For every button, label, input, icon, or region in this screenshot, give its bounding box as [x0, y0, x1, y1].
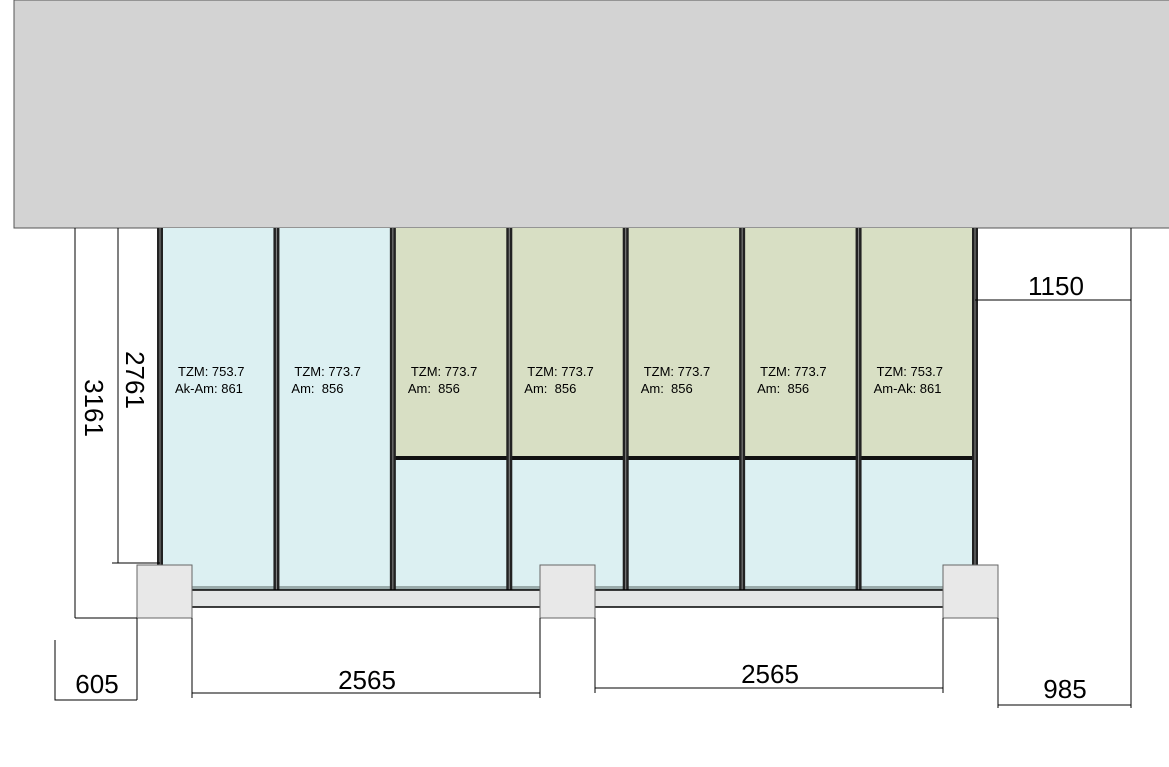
- panel-label: TZM: 773.7: [644, 364, 710, 379]
- panel-upper: [858, 228, 975, 458]
- panel-lower: [392, 458, 510, 590]
- panel-sill: [858, 586, 975, 590]
- panels: TZM: 753.7 Ak-Am: 861 TZM: 773.7 Am: 856 TZM…: [157, 228, 978, 600]
- dim-line: [54, 618, 138, 701]
- dim-label: 985: [1043, 674, 1086, 704]
- panel-upper: [509, 228, 626, 458]
- transom: [858, 456, 975, 460]
- dim-line: [997, 618, 1131, 708]
- panel-label: TZM: 753.7: [178, 364, 244, 379]
- panel-label: Am-Ak: 861: [874, 381, 942, 396]
- panel-upper: [742, 228, 859, 458]
- footing: [136, 564, 193, 619]
- dim-line: [594, 618, 944, 693]
- panel-label: Am: 856: [524, 381, 576, 396]
- dim-label: 2565: [741, 659, 799, 689]
- panel-label: TZM: 773.7: [411, 364, 477, 379]
- panel-label: Am: 856: [757, 381, 809, 396]
- dim-line: [112, 228, 160, 564]
- footing: [539, 564, 596, 619]
- transom: [742, 456, 859, 460]
- panel-label: Am: 856: [408, 381, 460, 396]
- dim-line: [191, 618, 541, 698]
- panel-lower: [742, 458, 859, 590]
- panel: [276, 228, 393, 590]
- panel-label: TZM: 773.7: [760, 364, 826, 379]
- panel: [160, 228, 277, 590]
- panel-label: Ak-Am: 861: [175, 381, 243, 396]
- transom: [625, 456, 743, 460]
- panel-label: TZM: 773.7: [527, 364, 593, 379]
- panel-label: TZM: 773.7: [294, 364, 360, 379]
- panel-label: TZM: 753.7: [877, 364, 943, 379]
- panel-sill: [160, 586, 277, 590]
- panel-upper: [625, 228, 743, 458]
- panel-label: Am: 856: [641, 381, 693, 396]
- dim-line: [975, 228, 1132, 708]
- dim-line: [74, 228, 137, 619]
- panel-label: Am: 856: [291, 381, 343, 396]
- dim-label: 3161: [79, 379, 109, 437]
- dim-label: 2761: [120, 351, 150, 409]
- roof: [13, 0, 1169, 229]
- dim-label: 605: [75, 669, 118, 699]
- panel-sill: [276, 586, 393, 590]
- panel-sill: [625, 586, 743, 590]
- transom: [509, 456, 626, 460]
- panel-sill: [392, 586, 510, 590]
- transom: [392, 456, 510, 460]
- dimension-lines: [54, 228, 1132, 708]
- panel-sill: [742, 586, 859, 590]
- panel-upper: [392, 228, 510, 458]
- panel-lower: [625, 458, 743, 590]
- dim-label: 1150: [1028, 271, 1084, 301]
- dim-label: 2565: [338, 665, 396, 695]
- footing: [942, 564, 999, 619]
